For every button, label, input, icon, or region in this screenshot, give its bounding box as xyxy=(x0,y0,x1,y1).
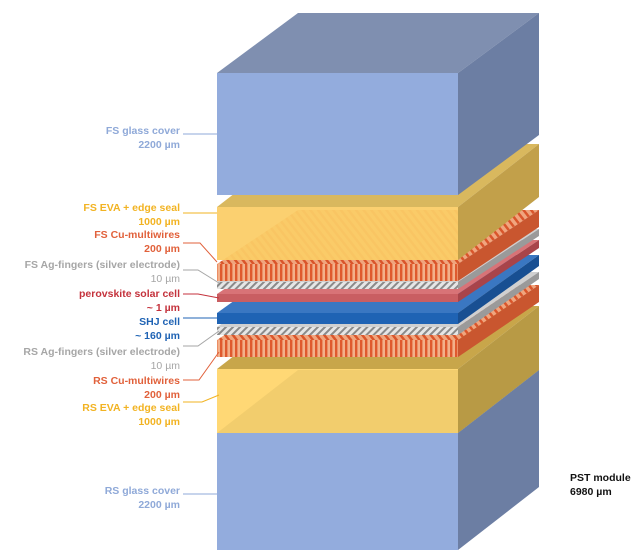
rs-ag-name: RS Ag-fingers (silver electrode) xyxy=(23,346,180,358)
rs-ag-label: RS Ag-fingers (silver electrode) 10 µm xyxy=(23,345,180,373)
fs-eva-label: FS EVA + edge seal 1000 µm xyxy=(83,201,180,229)
rs-eva-name: RS EVA + edge seal xyxy=(82,402,180,414)
module-total-label: PST module 6980 µm xyxy=(570,471,631,499)
rs-glass-thickness: 2200 µm xyxy=(138,499,180,511)
perovskite-thickness: ~ 1 µm xyxy=(146,302,180,314)
module-name: PST module xyxy=(570,472,631,484)
leader-rs-cu xyxy=(183,351,220,381)
leader-fs-cu xyxy=(183,242,218,263)
leader-fs-ag xyxy=(183,269,220,284)
leader-lines xyxy=(183,133,220,495)
fs-ag-name: FS Ag-fingers (silver electrode) xyxy=(24,259,180,271)
leader-rs-ag xyxy=(183,330,220,347)
leader-rs-eva xyxy=(183,394,220,403)
perovskite-label: perovskite solar cell ~ 1 µm xyxy=(79,287,180,315)
shj-name: SHJ cell xyxy=(139,316,180,328)
rs-cu-thickness: 200 µm xyxy=(144,389,180,401)
fs-ag-thickness: 10 µm xyxy=(150,273,180,285)
leader-perovskite xyxy=(183,293,220,299)
shj-label: SHJ cell ~ 160 µm xyxy=(135,315,180,343)
fs-glass-thickness: 2200 µm xyxy=(138,139,180,151)
shj-thickness: ~ 160 µm xyxy=(135,330,180,342)
fs-glass-name: FS glass cover xyxy=(105,125,180,137)
fs-eva-thickness: 1000 µm xyxy=(138,216,180,228)
rs-cu-label: RS Cu-multiwires 200 µm xyxy=(93,374,180,402)
rs-eva-thickness: 1000 µm xyxy=(138,416,180,428)
fs-cu-name: FS Cu-multiwires xyxy=(94,229,180,241)
rs-cu-name: RS Cu-multiwires xyxy=(93,375,180,387)
fs-glass-label: FS glass cover 2200 µm xyxy=(106,124,180,152)
rs-glass-label: RS glass cover 2200 µm xyxy=(105,484,180,512)
fs-cu-label: FS Cu-multiwires 200 µm xyxy=(94,228,180,256)
rs-ag-thickness: 10 µm xyxy=(150,360,180,372)
fs-glass-layer xyxy=(217,13,539,195)
perovskite-name: perovskite solar cell xyxy=(79,288,180,300)
fs-eva-name: FS EVA + edge seal xyxy=(83,202,180,214)
module-thickness: 6980 µm xyxy=(570,486,612,498)
fs-cu-thickness: 200 µm xyxy=(144,243,180,255)
fs-ag-label: FS Ag-fingers (silver electrode) 10 µm xyxy=(25,258,180,286)
rs-glass-name: RS glass cover xyxy=(104,485,180,497)
rs-eva-label: RS EVA + edge seal 1000 µm xyxy=(82,401,180,429)
